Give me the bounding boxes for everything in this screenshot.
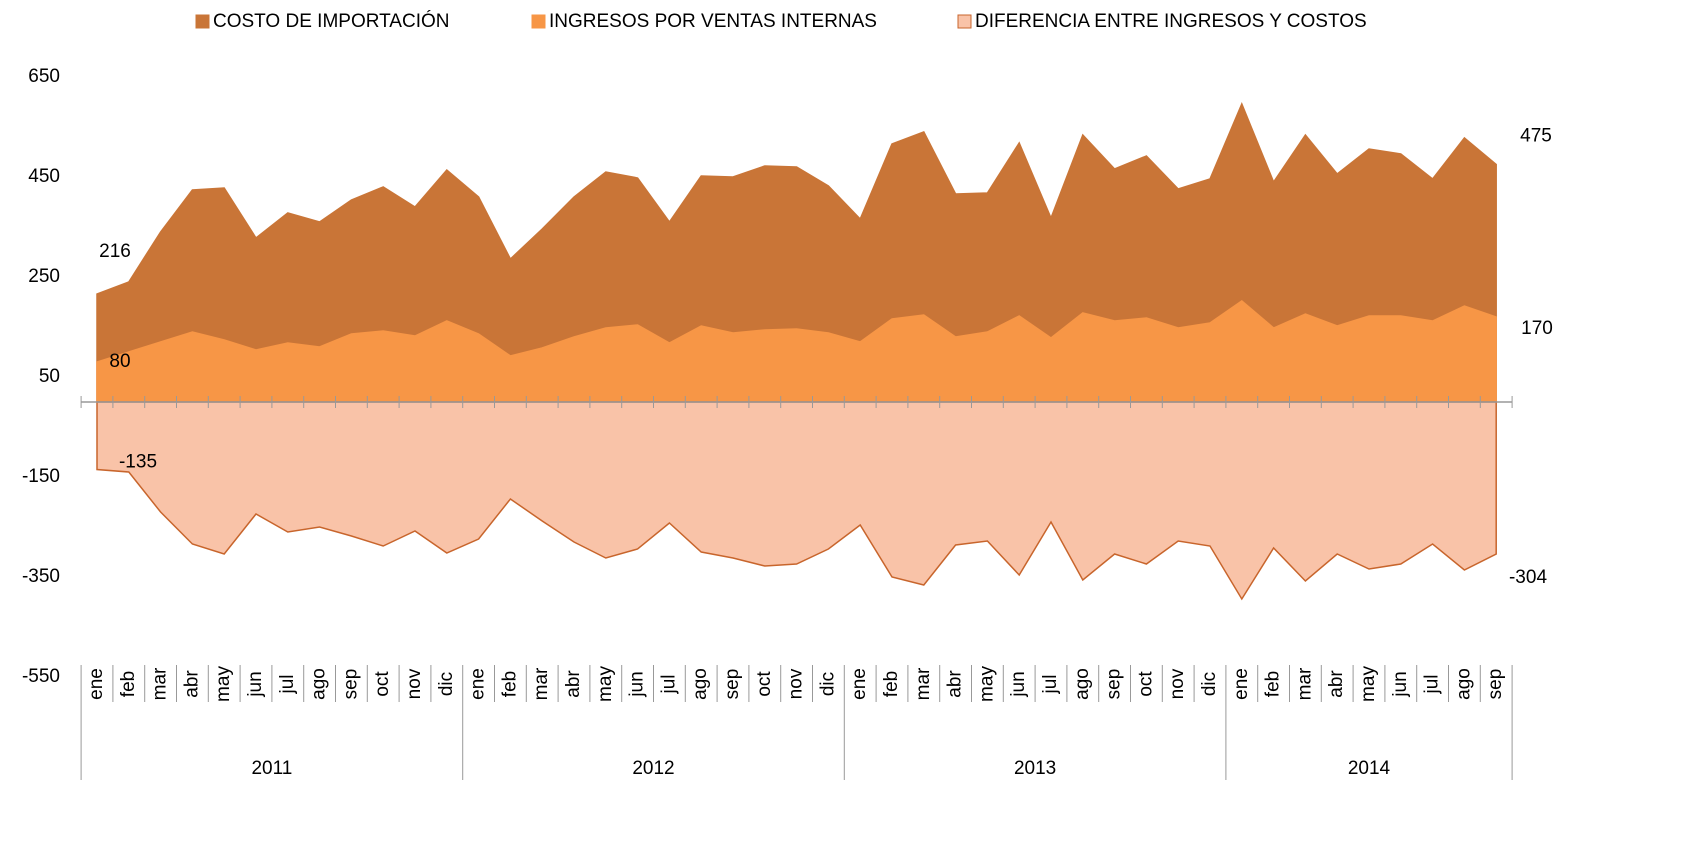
data-label: 80 (109, 351, 130, 372)
data-label: -304 (1509, 567, 1547, 588)
x-tick-label: jun (1390, 671, 1411, 697)
x-tick-label: oct (1135, 671, 1156, 697)
x-tick-label: sep (722, 669, 743, 700)
legend-label: COSTO DE IMPORTACIÓN (213, 10, 449, 32)
x-tick-label: feb (499, 671, 520, 697)
x-tick-label: may (976, 666, 997, 702)
legend-swatch (532, 15, 545, 28)
legend-swatch (196, 15, 209, 28)
x-tick-label: feb (881, 671, 902, 697)
x-tick-label: oct (754, 671, 775, 697)
chart: COSTO DE IMPORTACIÓN INGRESOS POR VENTAS … (0, 0, 1691, 842)
x-tick-label: jul (1040, 674, 1061, 694)
x-tick-label: may (1358, 666, 1379, 702)
x-tick-label: ene (468, 668, 489, 700)
data-label: -135 (119, 452, 157, 473)
area (97, 402, 1496, 599)
x-tick-label: ago (690, 668, 711, 700)
x-tick-label: ene (86, 668, 107, 700)
x-tick-label: abr (563, 670, 584, 698)
x-tick-label: may (595, 666, 616, 702)
y-tick-label: -550 (22, 666, 60, 687)
page: {"chart_data": { "type": "area", "catego… (0, 0, 1691, 842)
x-tick-label: abr (945, 670, 966, 698)
x-tick-label: may (213, 666, 234, 702)
group-label: 2011 (251, 758, 292, 779)
x-tick-label: dic (436, 672, 457, 696)
group-label: 2012 (632, 758, 674, 779)
x-tick-label: feb (118, 671, 139, 697)
legend-label: INGRESOS POR VENTAS INTERNAS (549, 11, 877, 32)
x-tick-label: mar (531, 667, 552, 700)
x-tick-label: nov (786, 668, 807, 699)
x-tick-label: ago (1453, 668, 1474, 700)
x-tick-label: mar (1294, 667, 1315, 700)
x-tick-label: oct (372, 671, 393, 697)
x-tick-label: abr (181, 670, 202, 698)
y-tick-label: 50 (39, 366, 60, 387)
x-tick-label: jul (1422, 674, 1443, 694)
y-tick-label: -350 (22, 566, 60, 587)
x-tick-label: sep (340, 669, 361, 700)
x-tick-label: ago (309, 668, 330, 700)
x-tick-label: ene (1231, 668, 1252, 700)
x-tick-label: jun (627, 671, 648, 697)
x-tick-label: sep (1104, 669, 1125, 700)
legend: COSTO DE IMPORTACIÓN INGRESOS POR VENTAS … (196, 10, 1367, 32)
x-tick-label: ene (849, 668, 870, 700)
x-tick-label: jul (658, 674, 679, 694)
x-tick-label: abr (1326, 670, 1347, 698)
group-label: 2013 (1014, 758, 1056, 779)
x-tick-label: dic (1199, 672, 1220, 696)
x-tick-label: ago (1072, 668, 1093, 700)
x-tick-label: dic (817, 672, 838, 696)
x-tick-label: jun (1008, 671, 1029, 697)
x-tick-label: mar (150, 667, 171, 700)
data-label: 216 (99, 241, 131, 262)
group-label: 2014 (1348, 758, 1391, 779)
legend-swatch (958, 15, 971, 28)
y-tick-label: 650 (28, 66, 60, 87)
x-tick-label: sep (1485, 669, 1506, 700)
x-tick-label: jun (245, 671, 266, 697)
x-tick-label: feb (1263, 671, 1284, 697)
data-label: 170 (1521, 318, 1553, 339)
y-tick-label: -150 (22, 466, 60, 487)
y-tick-label: 250 (28, 266, 60, 287)
x-tick-label: mar (913, 667, 934, 700)
x-tick-label: nov (404, 668, 425, 699)
x-tick-label: nov (1167, 668, 1188, 699)
y-tick-label: 450 (28, 166, 60, 187)
legend-label: DIFERENCIA ENTRE INGRESOS Y COSTOS (975, 11, 1367, 32)
x-tick-label: jul (277, 674, 298, 694)
data-label: 475 (1520, 126, 1552, 147)
